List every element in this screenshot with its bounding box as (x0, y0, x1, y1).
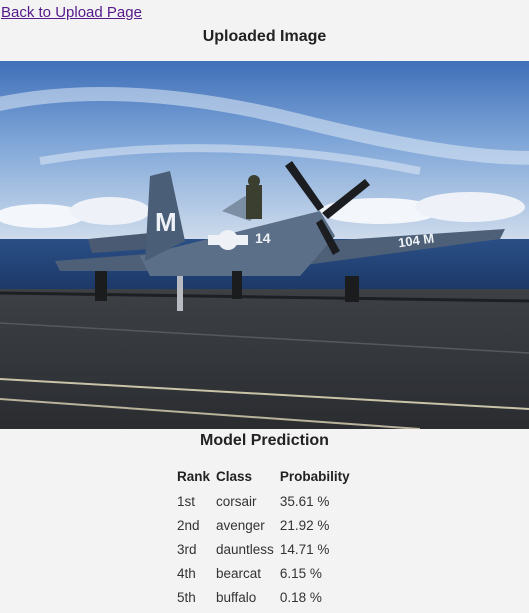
table-row: 2nd avenger 21.92 % (174, 513, 353, 537)
table-row: 4th bearcat 6.15 % (174, 561, 353, 585)
table-row: 3rd dauntless 14.71 % (174, 537, 353, 561)
class-cell: corsair (216, 493, 257, 509)
class-cell: buffalo (216, 589, 257, 605)
probability-cell: 6.15 % (279, 565, 322, 581)
rank-cell: 3rd (177, 541, 197, 557)
rank-cell: 4th (177, 565, 196, 581)
probability-cell: 35.61 % (279, 493, 330, 509)
probability-cell: 14.71 % (279, 541, 330, 557)
tail-code-right: 14 (255, 230, 271, 246)
wing-code: 104 M (397, 231, 435, 251)
class-cell: dauntless (216, 541, 274, 557)
rank-cell: 1st (177, 493, 196, 509)
column-header-probability: Probability (279, 468, 350, 484)
prediction-table: Rank Class Probability 1st corsair 35.61… (174, 463, 353, 609)
tail-code-left: M (155, 207, 177, 237)
rank-cell: 2nd (177, 517, 200, 533)
uploaded-image: M 14 104 M (0, 61, 529, 429)
uploaded-image-heading: Uploaded Image (202, 28, 327, 45)
table-row: 1st corsair 35.61 % (174, 489, 353, 513)
class-cell: avenger (216, 517, 265, 533)
back-to-upload-link[interactable]: Back to Upload Page (1, 4, 142, 21)
probability-cell: 0.18 % (279, 589, 322, 605)
table-row: 5th buffalo 0.18 % (174, 585, 353, 609)
column-header-rank: Rank (177, 468, 211, 484)
rank-cell: 5th (177, 589, 196, 605)
table-header-row: Rank Class Probability (174, 463, 353, 489)
model-prediction-heading: Model Prediction (200, 432, 329, 449)
probability-cell: 21.92 % (279, 517, 330, 533)
column-header-class: Class (216, 468, 253, 484)
class-cell: bearcat (216, 565, 262, 581)
